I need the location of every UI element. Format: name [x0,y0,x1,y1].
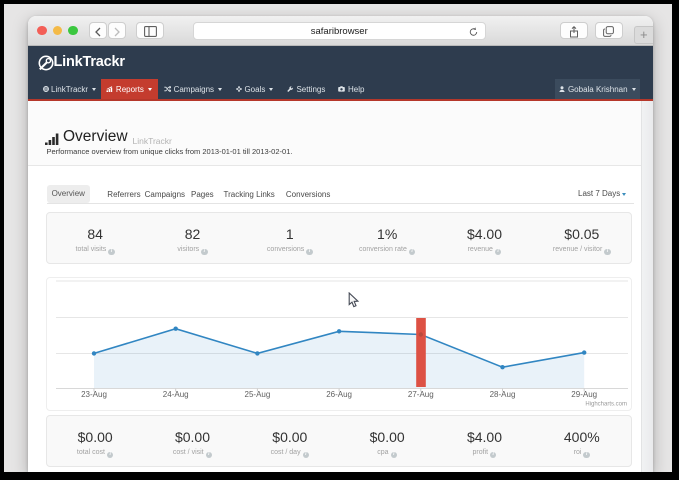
svg-text:29-Aug: 29-Aug [571,390,597,399]
svg-text:28-Aug: 28-Aug [489,390,515,399]
svg-text:23-Aug: 23-Aug [81,390,107,399]
svg-text:24-Aug: 24-Aug [162,390,188,399]
svg-text:Highcharts.com: Highcharts.com [585,402,627,408]
svg-text:26-Aug: 26-Aug [326,390,352,399]
svg-text:27-Aug: 27-Aug [407,390,433,399]
svg-text:25-Aug: 25-Aug [244,390,270,399]
